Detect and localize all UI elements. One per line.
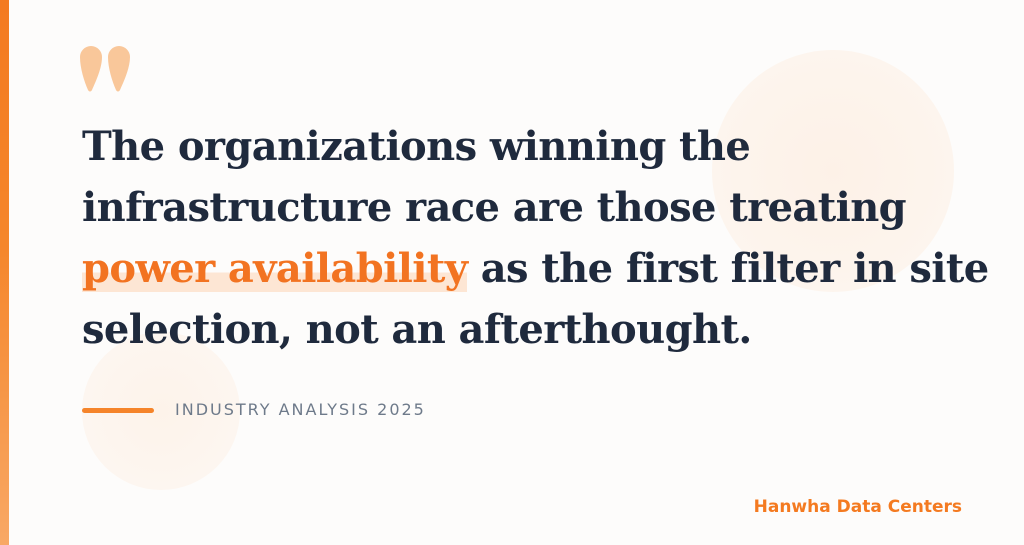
attribution-dash: [82, 408, 154, 413]
left-accent-bar: [0, 0, 9, 545]
quote-text: The organizations winning the infrastruc…: [82, 116, 989, 360]
decorative-circle-right: [712, 50, 954, 292]
quote-line-3: power availability as the first filter i…: [82, 238, 989, 299]
quote-line-3-rest: as the first filter in site: [467, 245, 989, 292]
quote-line-2: infrastructure race are those treating: [82, 184, 907, 231]
attribution-source: INDUSTRY ANALYSIS 2025: [175, 400, 426, 419]
brand-name: Hanwha Data Centers: [753, 497, 962, 517]
quote-line-1: The organizations winning the: [82, 123, 751, 170]
double-quote-icon: [80, 46, 130, 92]
quote-line-4: selection, not an afterthought.: [82, 306, 752, 353]
highlighted-phrase: power availability: [82, 245, 468, 292]
